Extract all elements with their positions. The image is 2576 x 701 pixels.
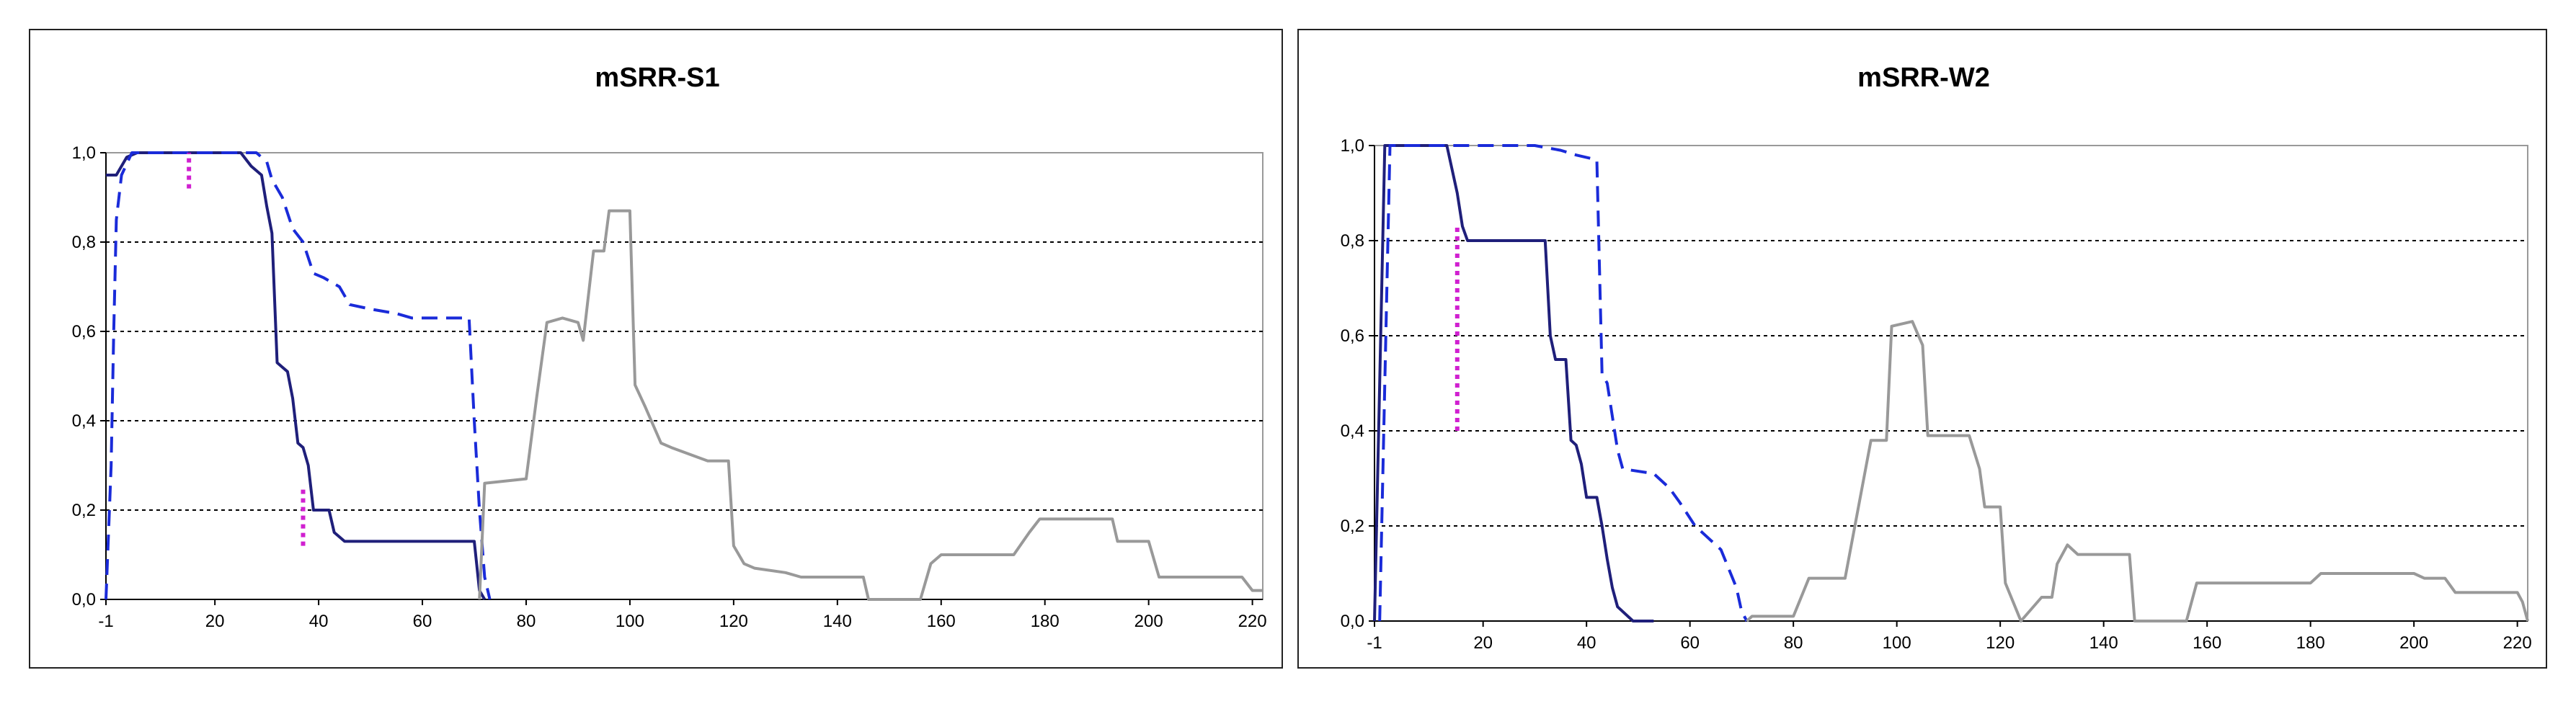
y-tick-label: 0,6 [72, 322, 96, 341]
x-tick-label: 140 [2089, 633, 2118, 653]
x-tick-label: 100 [1883, 633, 1911, 653]
x-tick-label: 220 [2503, 633, 2532, 653]
y-tick-label: 0,8 [1341, 231, 1364, 251]
x-tick-label: 20 [205, 612, 225, 631]
series-gray-line [478, 209, 1263, 601]
x-tick-label: 40 [1577, 633, 1596, 653]
x-tick-label: 60 [1680, 633, 1700, 653]
x-tick-label: 160 [2193, 633, 2221, 653]
x-tick-label: 40 [309, 612, 329, 631]
y-tick-label: 0,0 [1341, 612, 1364, 631]
y-tick-label: 0,8 [72, 233, 96, 252]
x-tick-label: 180 [2296, 633, 2325, 653]
x-tick-label: 120 [719, 612, 748, 631]
series-solid-line [106, 151, 487, 601]
plot-area [105, 152, 1263, 600]
x-tick-label: -1 [1367, 633, 1382, 653]
chart-panel-msrr-s1: mSRR-S1 0,0 0,2 0,4 0,6 0,8 1,0 -1 20 40 60 80 100 1… [29, 29, 1283, 669]
y-tick-label: 0,4 [1341, 421, 1364, 441]
y-tick-label: 0,2 [1341, 517, 1364, 536]
x-tick-label: 140 [823, 612, 852, 631]
y-tick-label: 0,2 [72, 501, 96, 520]
x-tick-label: -1 [98, 612, 113, 631]
chart-svg-msrr-w2: mSRR-W2 0,0 0,2 0,4 0,6 0,8 1,0 -1 20 40 60 80 100 1… [1341, 63, 2532, 653]
x-tick-label: 20 [1473, 633, 1493, 653]
x-tick-label: 120 [1986, 633, 2015, 653]
chart-svg-msrr-s1: mSRR-S1 0,0 0,2 0,4 0,6 0,8 1,0 -1 20 40 60 80 100 1… [72, 63, 1267, 631]
y-tick-label: 0,0 [72, 590, 96, 610]
x-tick-label: 160 [927, 612, 956, 631]
series-solid-line [1373, 144, 1654, 622]
series-gray-line [1746, 320, 2529, 622]
x-tick-label: 80 [1784, 633, 1803, 653]
x-tick-label: 200 [2399, 633, 2428, 653]
series-dashed-line [105, 151, 492, 600]
x-tick-label: 80 [517, 612, 536, 631]
chart-panel-msrr-w2: mSRR-W2 0,0 0,2 0,4 0,6 0,8 1,0 -1 20 40 60 80 100 1… [1297, 29, 2547, 669]
x-tick-label: 100 [616, 612, 644, 631]
x-tick-label: 60 [413, 612, 432, 631]
plot-area [1374, 145, 2528, 622]
y-tick-label: 0,6 [1341, 326, 1364, 346]
series-dashed-line [1378, 144, 1749, 622]
x-tick-label: 220 [1238, 612, 1267, 631]
y-tick-label: 1,0 [1341, 136, 1364, 156]
y-tick-label: 1,0 [72, 143, 96, 163]
x-tick-label: 180 [1031, 612, 1060, 631]
x-tick-label: 200 [1134, 612, 1163, 631]
chart-title: mSRR-S1 [595, 63, 719, 93]
y-tick-label: 0,4 [72, 411, 96, 431]
chart-title: mSRR-W2 [1857, 63, 1990, 93]
